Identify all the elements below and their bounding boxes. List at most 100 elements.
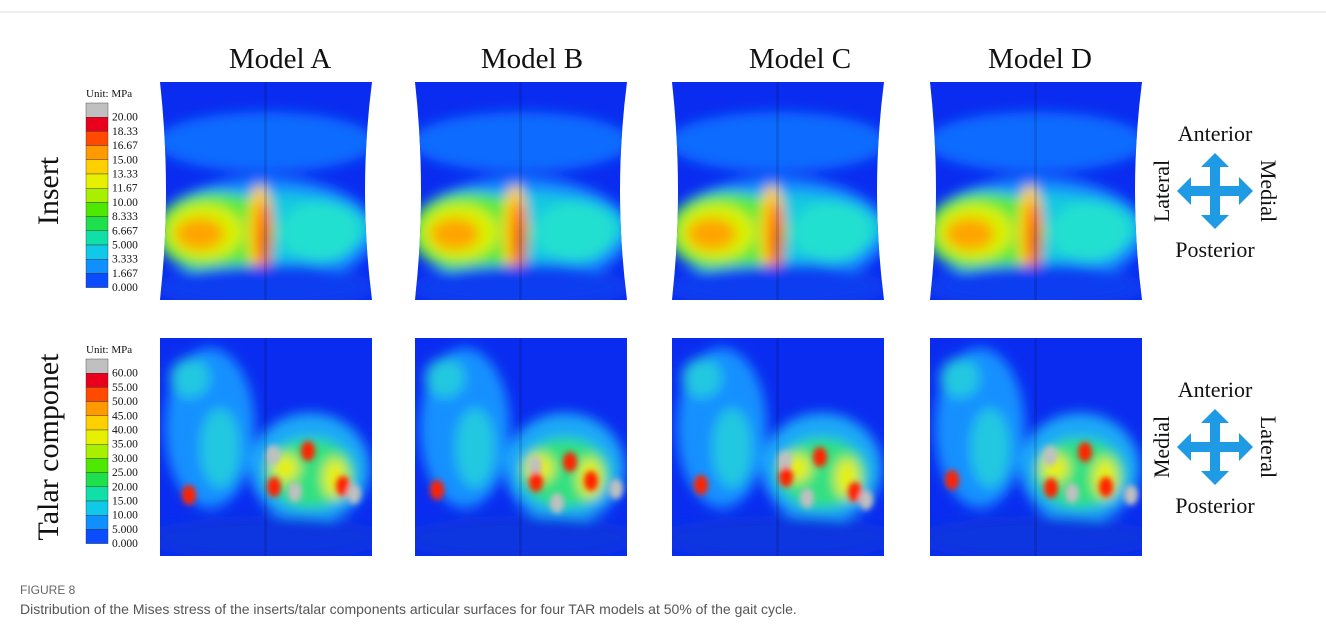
contour-blob — [170, 358, 210, 398]
row-label: Talar componet — [32, 353, 65, 541]
stress-contour — [658, 338, 898, 560]
figure-label: FIGURE 8 — [20, 583, 76, 597]
hot-spot — [1065, 483, 1079, 503]
legend-swatch — [86, 402, 108, 416]
hot-spot — [430, 480, 444, 500]
legend-value: 20.00 — [112, 481, 138, 493]
legend-value: 55.00 — [112, 382, 138, 394]
compass-arrows — [1177, 153, 1253, 229]
seam — [519, 82, 522, 300]
contour-blob — [176, 218, 224, 250]
hot-spot — [563, 452, 577, 472]
orientation-top: Anterior — [1178, 121, 1253, 146]
legend-value: 11.67 — [112, 183, 138, 195]
row-label: Insert — [32, 156, 65, 225]
stress-contour — [401, 338, 641, 560]
legend-swatch — [86, 259, 108, 273]
hot-spot — [267, 477, 281, 497]
legend-value: 5.000 — [112, 240, 138, 252]
contour-body — [667, 82, 888, 309]
hot-spot — [288, 482, 302, 502]
legend-swatch — [86, 458, 108, 472]
legend-value: 20.00 — [112, 112, 138, 124]
contour-blob — [682, 358, 722, 398]
legend-value: 45.00 — [112, 410, 138, 422]
seam — [519, 338, 522, 556]
seam — [264, 82, 267, 300]
column-header: Model D — [988, 43, 1092, 75]
legend-value: 10.00 — [112, 197, 138, 209]
legend-value: 35.00 — [112, 439, 138, 451]
hot-spot — [550, 493, 564, 513]
hot-spot — [945, 470, 959, 490]
seam — [776, 82, 779, 300]
hot-spot — [1078, 442, 1092, 462]
legend-title: Unit: MPa — [86, 88, 132, 100]
legend-swatch — [86, 131, 108, 145]
legend-value: 50.00 — [112, 396, 138, 408]
contour-blob — [280, 202, 360, 262]
seam — [1034, 82, 1037, 300]
contour-body — [155, 82, 376, 309]
legend-swatch — [86, 487, 108, 501]
legend-swatch — [86, 444, 108, 458]
stress-contour — [146, 338, 386, 560]
figure: FIGURE 8 Distribution of the Mises stres… — [0, 0, 1326, 641]
hot-spot — [609, 479, 623, 499]
legend-swatch — [86, 117, 108, 131]
legend-swatch — [86, 103, 108, 117]
hot-spot — [347, 484, 361, 504]
contour-blob — [946, 218, 994, 250]
legend-value: 1.667 — [112, 268, 138, 280]
hot-spot — [182, 485, 196, 505]
stress-contour — [925, 82, 1146, 309]
contour-blob — [940, 358, 980, 398]
legend-value: 3.333 — [112, 254, 138, 266]
legend-swatch — [86, 245, 108, 259]
orientation-left: Medial — [1149, 416, 1174, 478]
hot-spot — [529, 472, 543, 492]
legend-value: 60.00 — [112, 368, 138, 380]
legend-value: 25.00 — [112, 467, 138, 479]
contour-body — [146, 338, 386, 560]
hot-spot — [779, 467, 793, 487]
legend-swatch — [86, 416, 108, 430]
hot-spot — [1124, 485, 1138, 505]
legend-value: 6.667 — [112, 225, 138, 237]
hot-spot — [301, 441, 315, 461]
legend-swatch — [86, 273, 108, 287]
orientation-bottom: Posterior — [1175, 237, 1255, 262]
contour-blob — [1050, 202, 1130, 262]
compass-arrows — [1177, 409, 1253, 485]
legend-value: 5.000 — [112, 524, 138, 536]
contour-blob — [431, 218, 479, 250]
legend-value: 40.00 — [112, 425, 138, 437]
contour-body — [658, 338, 898, 560]
legend-swatch — [86, 501, 108, 515]
legend-swatch — [86, 529, 108, 543]
hot-spot — [584, 471, 598, 491]
seam — [776, 338, 779, 556]
seam — [1034, 338, 1037, 556]
contour-blob — [455, 408, 495, 488]
contour-body — [410, 82, 631, 309]
contour-body — [401, 338, 641, 560]
legend-value: 10.00 — [112, 510, 138, 522]
hot-spot — [859, 490, 873, 510]
legend-swatch — [86, 430, 108, 444]
stress-contour — [155, 82, 376, 309]
contour-blob — [200, 408, 240, 488]
figure-caption: Distribution of the Mises stress of the … — [20, 601, 797, 617]
contour-body — [916, 338, 1156, 560]
contour-body — [925, 82, 1146, 309]
legend-swatch — [86, 146, 108, 160]
legend-swatch — [86, 373, 108, 387]
legend-value: 15.00 — [112, 496, 138, 508]
column-header: Model C — [749, 43, 851, 75]
legend-swatch — [86, 160, 108, 174]
stress-contour — [667, 82, 888, 309]
legend-value: 15.00 — [112, 154, 138, 166]
legend-swatch — [86, 231, 108, 245]
legend-value: 0.000 — [112, 282, 138, 294]
legend-swatch — [86, 202, 108, 216]
